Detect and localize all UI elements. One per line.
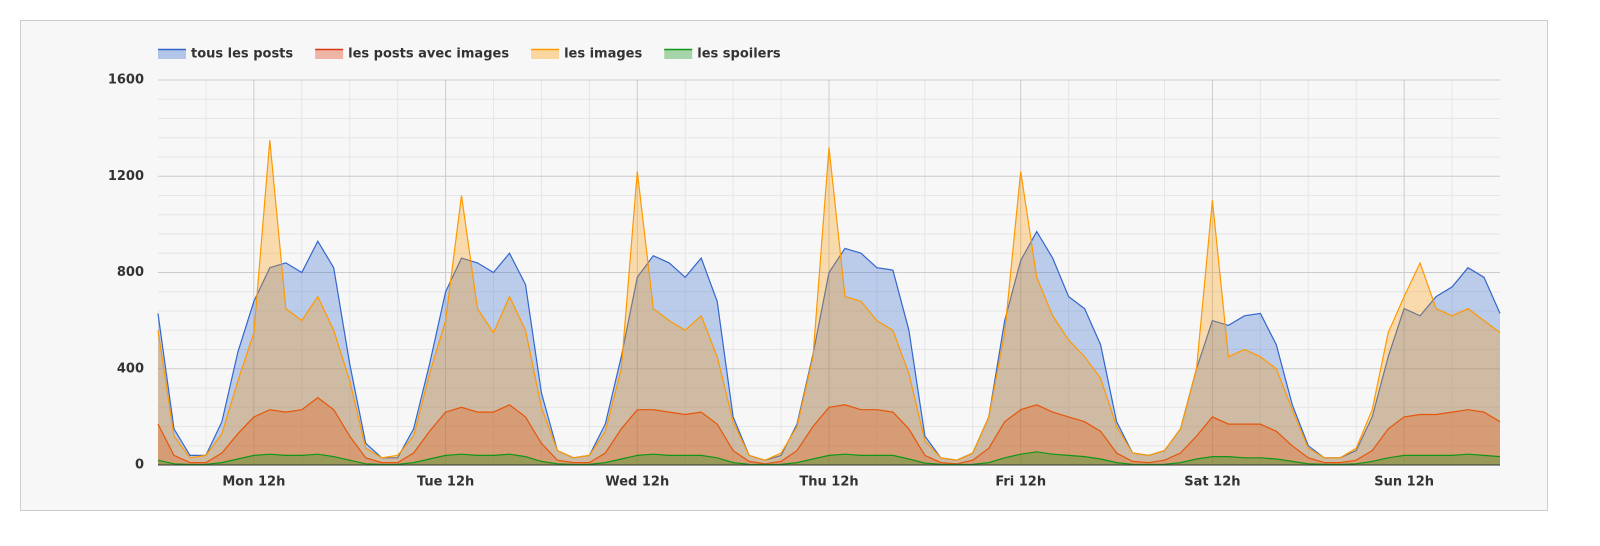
legend-label: les posts avec images <box>348 47 509 62</box>
x-tick-label: Tue 12h <box>417 475 474 490</box>
series-area <box>158 231 1500 465</box>
series-line <box>157 396 1501 465</box>
legend-swatch <box>315 49 344 59</box>
legend-swatch <box>158 49 186 59</box>
series-area <box>158 451 1500 465</box>
x-tick-label: Thu 12h <box>799 475 858 490</box>
x-tick-label: Sun 12h <box>1374 475 1434 490</box>
legend-label: les spoilers <box>697 47 781 62</box>
legend-swatch <box>664 49 693 59</box>
series-area <box>158 397 1500 465</box>
x-tick-label: Fri 12h <box>995 475 1046 490</box>
legend-label: tous les posts <box>191 47 293 62</box>
y-tick-label: 0 <box>135 458 144 473</box>
x-tick-label: Sat 12h <box>1184 475 1240 490</box>
series-line <box>157 140 1501 461</box>
chart-frame <box>20 20 1548 511</box>
x-tick-label: Wed 12h <box>605 475 669 490</box>
legend-label: les images <box>564 47 642 62</box>
y-tick-label: 1200 <box>108 169 144 184</box>
x-tick-label: Mon 12h <box>222 475 285 490</box>
legend-swatch <box>531 49 560 59</box>
y-tick-label: 400 <box>117 361 144 376</box>
series-area <box>158 140 1500 465</box>
y-tick-label: 800 <box>117 265 144 280</box>
y-tick-label: 1600 <box>108 73 144 88</box>
